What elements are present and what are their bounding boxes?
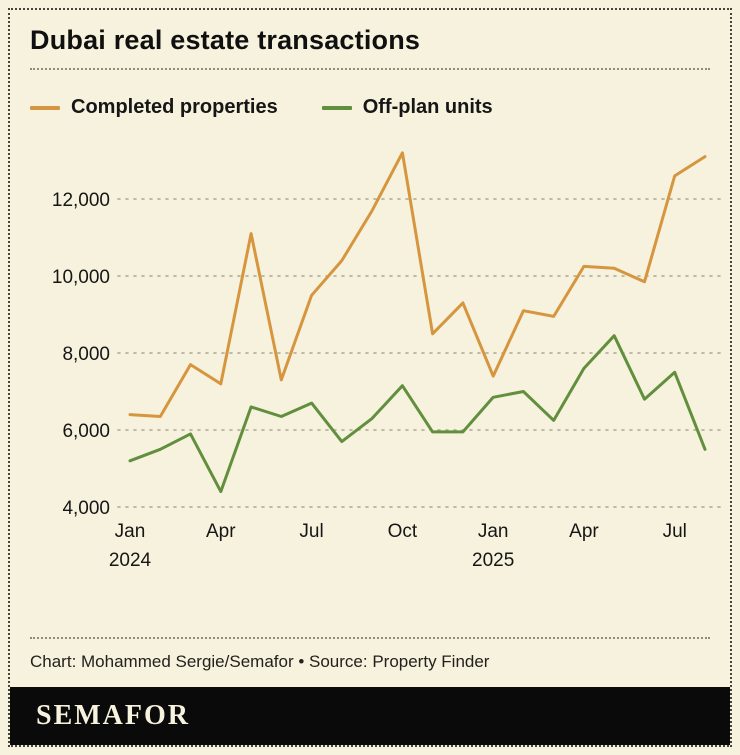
legend-item-completed: Completed properties bbox=[30, 96, 278, 119]
chart-card: Dubai real estate transactions Completed… bbox=[8, 8, 732, 747]
source-caption: Chart: Mohammed Sergie/Semafor • Source:… bbox=[30, 652, 490, 671]
x-tick-label: Apr bbox=[569, 521, 599, 542]
y-tick-label: 6,000 bbox=[62, 421, 110, 442]
line-chart-svg: 4,000 6,000 8,000 10,000 12,000 Jan 2024 Apr Jul… bbox=[52, 151, 723, 571]
y-tick-label: 4,000 bbox=[62, 498, 110, 519]
page-title: Dubai real estate transactions bbox=[30, 25, 421, 55]
top-divider bbox=[30, 68, 710, 70]
y-tick-label: 8,000 bbox=[62, 344, 110, 365]
semafor-logo: SEMAFOR bbox=[36, 700, 190, 731]
x-tick-label: Oct bbox=[388, 521, 418, 542]
x-tick-year-label: 2024 bbox=[109, 550, 152, 571]
x-tick-label: Apr bbox=[206, 521, 236, 542]
completed-series-swatch bbox=[30, 105, 60, 110]
logo-bar: SEMAFOR bbox=[10, 687, 730, 745]
x-tick-label: Jan bbox=[478, 521, 509, 542]
chart-legend: Completed properties Off-plan units bbox=[10, 70, 730, 123]
series-line-completed bbox=[128, 151, 707, 418]
x-tick-label: Jul bbox=[299, 521, 323, 542]
x-tick-year-label: 2025 bbox=[472, 550, 514, 571]
line-chart: 4,000 6,000 8,000 10,000 12,000 Jan 2024 Apr Jul… bbox=[30, 125, 730, 578]
legend-item-offplan: Off-plan units bbox=[321, 96, 493, 119]
series-line-offplan bbox=[128, 334, 707, 494]
legend-label-offplan: Off-plan units bbox=[362, 96, 493, 118]
y-tick-label: 12,000 bbox=[52, 190, 110, 211]
x-tick-label: Jul bbox=[663, 521, 687, 542]
x-tick-label: Jan bbox=[115, 521, 146, 542]
legend-label-completed: Completed properties bbox=[71, 96, 278, 118]
y-tick-label: 10,000 bbox=[52, 267, 110, 288]
bottom-divider bbox=[30, 637, 710, 639]
offplan-series-swatch bbox=[321, 105, 352, 110]
